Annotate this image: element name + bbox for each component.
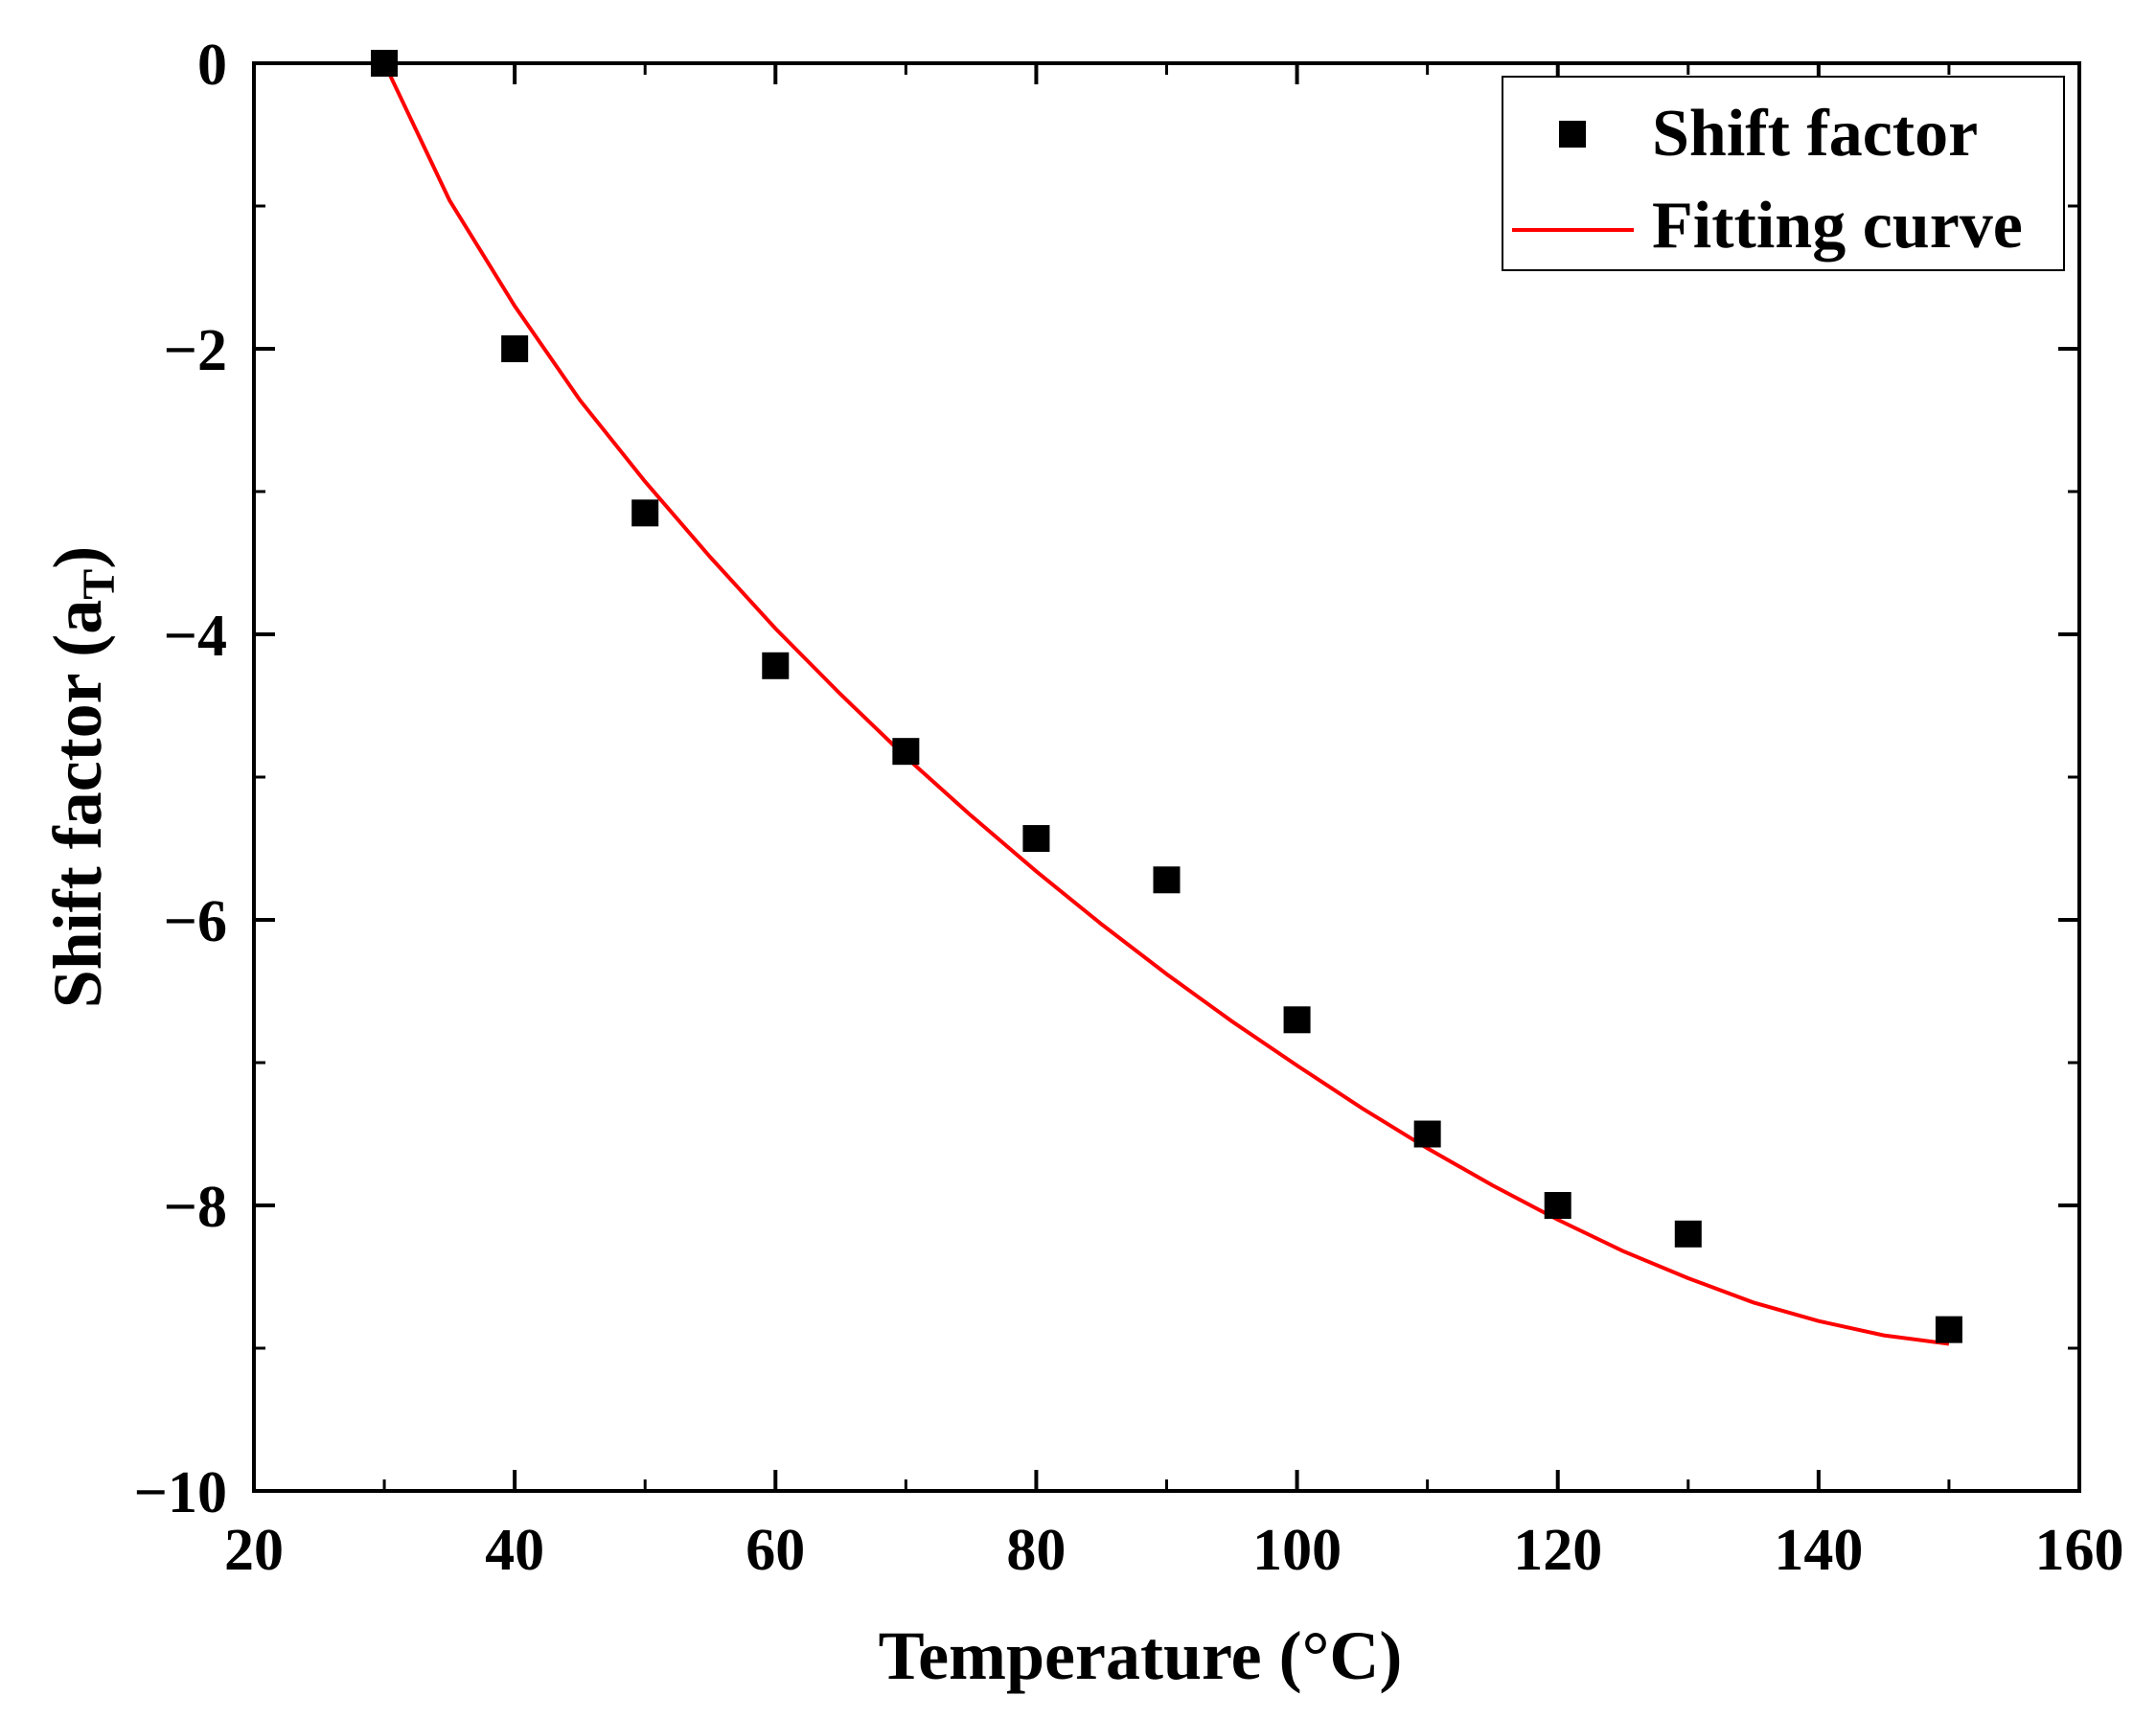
y-tick-label: −8 (164, 1175, 227, 1240)
data-point (631, 499, 659, 527)
y-axis-title-close: ) (39, 546, 116, 569)
fitting-curve-line (382, 62, 1950, 1346)
data-point (1283, 1006, 1311, 1034)
x-tick-label: 140 (1774, 1518, 1863, 1583)
shift-factor-points (371, 50, 1962, 1343)
y-axis-title-subscript: T (74, 569, 125, 600)
plot-frame (252, 61, 2081, 1493)
data-point (371, 50, 399, 77)
legend-label-fitting-curve: Fitting curve (1652, 189, 2023, 263)
axis-tick-labels: 20 40 60 80 100 120 140 160 0 −2 −4 −6 −8 −10 (134, 33, 2124, 1583)
x-tick-label: 160 (2035, 1518, 2124, 1583)
data-point (1153, 866, 1181, 894)
data-point (501, 335, 529, 362)
y-tick-label: −6 (164, 889, 227, 954)
x-axis-title: Temperature (°C) (879, 1617, 1403, 1694)
data-point (762, 652, 790, 679)
y-tick-label: 0 (197, 33, 227, 98)
x-tick-label: 20 (224, 1518, 284, 1583)
x-tick-label: 40 (485, 1518, 544, 1583)
data-point (1544, 1192, 1571, 1219)
y-tick-label: −2 (164, 318, 227, 383)
y-axis-title-main: Shift factor (a (39, 600, 116, 1009)
x-tick-label: 100 (1252, 1518, 1342, 1583)
data-point (1674, 1220, 1702, 1248)
data-point (1935, 1316, 1962, 1343)
y-tick-label: −10 (134, 1460, 227, 1525)
x-tick-label: 120 (1513, 1518, 1602, 1583)
legend: Shift factor Fitting curve (1502, 76, 2065, 271)
data-point (1413, 1120, 1441, 1148)
legend-box (1502, 76, 2065, 271)
y-axis-title: Shift factor (aT) (39, 546, 125, 1009)
legend-marker-shift-factor (1559, 121, 1586, 148)
axis-ticks (252, 61, 2081, 1493)
data-point (1022, 825, 1050, 853)
legend-label-shift-factor: Shift factor (1652, 97, 1978, 171)
x-tick-label: 60 (745, 1518, 805, 1583)
y-tick-label: −4 (164, 604, 227, 669)
data-point (892, 738, 920, 766)
x-tick-label: 80 (1006, 1518, 1066, 1583)
